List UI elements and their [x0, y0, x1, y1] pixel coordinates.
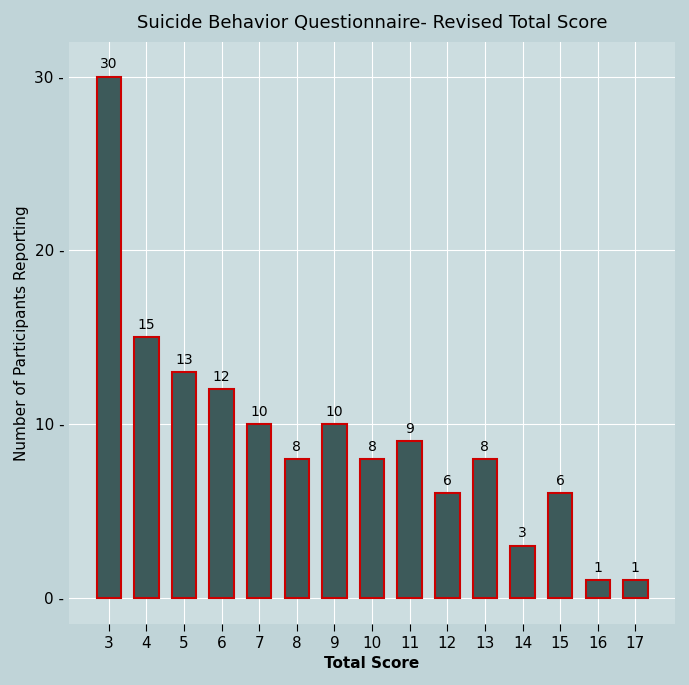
Text: 8: 8	[480, 440, 489, 453]
Bar	[623, 580, 648, 598]
Bar	[398, 441, 422, 598]
Bar	[586, 580, 610, 598]
Text: 12: 12	[213, 370, 230, 384]
Bar	[360, 459, 384, 598]
Text: 8: 8	[368, 440, 376, 453]
Bar	[134, 337, 158, 598]
Text: 1: 1	[631, 561, 640, 575]
Bar	[322, 424, 347, 598]
Y-axis label: Number of Participants Reporting: Number of Participants Reporting	[14, 205, 29, 460]
Text: 6: 6	[443, 474, 452, 488]
Text: 30: 30	[100, 58, 118, 71]
Text: 3: 3	[518, 526, 527, 540]
X-axis label: Total Score: Total Score	[325, 656, 420, 671]
Bar	[209, 389, 234, 598]
Bar	[96, 77, 121, 598]
Text: 10: 10	[250, 405, 268, 419]
Bar	[247, 424, 271, 598]
Bar	[548, 493, 573, 598]
Text: 15: 15	[138, 318, 155, 332]
Bar	[435, 493, 460, 598]
Bar	[285, 459, 309, 598]
Title: Suicide Behavior Questionnaire- Revised Total Score: Suicide Behavior Questionnaire- Revised …	[137, 14, 607, 32]
Text: 10: 10	[326, 405, 343, 419]
Bar	[172, 372, 196, 598]
Text: 13: 13	[175, 353, 193, 366]
Text: 1: 1	[593, 561, 602, 575]
Bar	[473, 459, 497, 598]
Text: 9: 9	[405, 422, 414, 436]
Text: 8: 8	[292, 440, 301, 453]
Text: 6: 6	[556, 474, 564, 488]
Bar	[511, 545, 535, 598]
